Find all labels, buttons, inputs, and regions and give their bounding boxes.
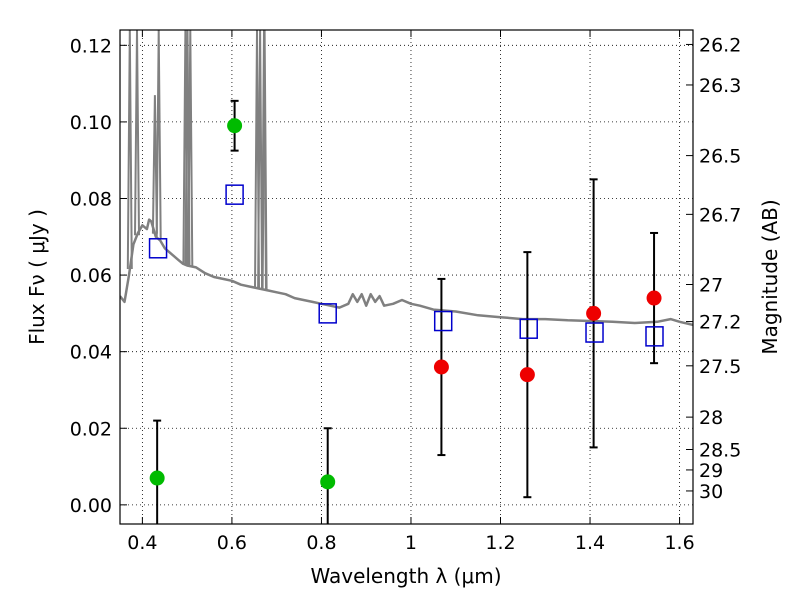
observed-flux-point [149, 470, 165, 486]
observed-flux-point [519, 367, 535, 383]
spectrum-emission-line [134, 30, 140, 236]
magnitude-tick-label: 29 [699, 460, 723, 482]
y-axis-ticks: 0.00 0.02 0.04 0.06 0.08 0.10 0.12 [70, 35, 127, 517]
spectrum-emission-line [126, 30, 133, 270]
y-tick-label: 0.08 [70, 188, 112, 210]
magnitude-tick-label: 28 [699, 407, 723, 429]
plot-area [120, 30, 693, 524]
error-bars [153, 99, 659, 524]
y-tick-label: 0.04 [70, 342, 112, 364]
model-flux-square [225, 184, 244, 205]
y-axis-label: Flux Fν ( μJy ) [25, 209, 49, 345]
data-markers [148, 118, 664, 490]
y-tick-label: 0.12 [70, 35, 112, 57]
model-flux-square [433, 310, 453, 332]
plot-frame [119, 29, 694, 525]
x-tick-label: 1.2 [485, 532, 515, 554]
y-tick-label: 0.10 [70, 112, 112, 134]
spectrum-emission-line [187, 30, 194, 267]
y-tick-label: 0.00 [70, 495, 112, 517]
y-tick-label: 0.02 [70, 418, 112, 440]
spectrum-emission-line [261, 30, 267, 290]
model-flux-square [148, 238, 168, 259]
x-tick-label: 1 [405, 532, 417, 554]
spectrum-continuum [120, 218, 693, 327]
observed-flux-point [646, 290, 662, 306]
x-tick-label: 0.6 [217, 532, 247, 554]
model-spectrum [120, 30, 693, 327]
model-flux-square [585, 322, 604, 343]
magnitude-tick-label: 27 [699, 274, 723, 296]
magnitude-tick-label: 26.7 [699, 204, 741, 226]
magnitude-axis-label: Magnitude (AB) [758, 199, 782, 354]
magnitude-tick-label: 30 [699, 481, 723, 503]
magnitude-tick-label: 26.3 [699, 75, 741, 97]
spectrum-emission-line [155, 30, 162, 240]
magnitude-tick-label: 26.5 [699, 146, 741, 168]
observed-flux-point [227, 118, 243, 134]
magnitude-tick-label: 27.2 [699, 312, 741, 334]
x-axis-label: Wavelength λ (μm) [310, 564, 501, 588]
model-flux-square [645, 326, 664, 347]
x-tick-label: 1.4 [575, 532, 605, 554]
magnitude-tick-label: 28.5 [699, 440, 741, 462]
observed-flux-point [320, 474, 336, 490]
observed-flux-point [586, 305, 602, 321]
y-tick-label: 0.06 [70, 265, 112, 287]
spectrum-emission-line [257, 30, 264, 289]
magnitude-tick-label: 27.5 [699, 356, 741, 378]
model-flux-square [318, 303, 337, 324]
observed-flux-point [433, 359, 449, 375]
model-flux-square [519, 318, 538, 339]
x-tick-label: 0.4 [127, 532, 157, 554]
grid-lines [120, 30, 693, 524]
x-tick-label: 0.8 [306, 532, 336, 554]
x-tick-label: 1.6 [664, 532, 694, 554]
x-axis-ticks: 0.4 0.6 0.8 1 1.2 1.4 1.6 [127, 30, 695, 554]
magnitude-tick-label: 26.2 [699, 34, 741, 56]
